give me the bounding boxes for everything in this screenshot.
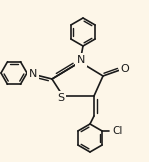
Text: N: N: [77, 55, 85, 65]
Text: N: N: [29, 69, 37, 79]
Text: Cl: Cl: [112, 126, 122, 136]
Text: S: S: [57, 93, 65, 103]
Text: O: O: [121, 64, 129, 74]
